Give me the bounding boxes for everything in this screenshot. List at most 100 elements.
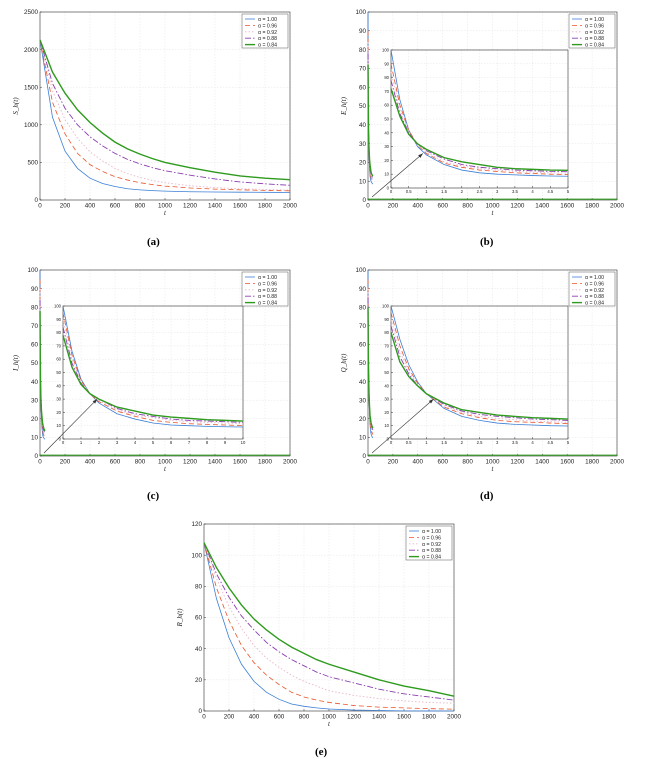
chart-d-inset-y-tick-label: 60 [384, 357, 389, 362]
chart-a-x-tick-label: 600 [110, 202, 121, 209]
chart-e-y-axis-label: R_h(t) [176, 608, 184, 628]
chart-d-y-tick-label: 50 [359, 360, 367, 367]
chart-b-y-tick-label: 10 [359, 178, 367, 185]
chart-c-legend-label-4: α = 0.88 [258, 294, 277, 300]
chart-c-x-axis-label: t [164, 465, 167, 473]
chart-d-inset-series-line-1 [390, 305, 569, 427]
chart-e-y-tick-label: 80 [195, 584, 203, 591]
chart-e-series-line-3 [203, 542, 455, 704]
chart-a-x-tick-label: 1000 [158, 202, 173, 209]
chart-e-legend-label-3: α = 0.92 [422, 542, 441, 548]
chart-d-inset-x-tick-label: 0 [390, 440, 393, 445]
chart-d-y-tick-label: 0 [362, 453, 366, 460]
chart-e-y-tick-label: 20 [195, 677, 203, 684]
chart-c-inset-x-tick-label: 8 [206, 440, 209, 445]
chart-c-y-tick-label: 40 [31, 379, 39, 386]
chart-c-inset-y-tick-label: 10 [56, 423, 61, 428]
chart-b-inset-y-tick-label: 70 [384, 89, 389, 94]
chart-b-legend-label-3: α = 0.92 [585, 30, 604, 36]
chart-e-x-tick-label: 1000 [322, 713, 337, 720]
chart-b-legend-box [568, 13, 616, 49]
chart-a-y-axis-label: S_h(t) [12, 97, 20, 115]
chart-e-y-tick-label: 60 [195, 615, 203, 622]
chart-d-inset-y-tick-label: 80 [384, 330, 389, 335]
chart-e-series-line-2 [203, 542, 455, 710]
chart-d-inset-x-tick-label: 1.5 [441, 440, 447, 445]
chart-d-x-tick-label: 2000 [610, 458, 625, 465]
chart-d-x-tick-label: 800 [462, 458, 473, 465]
chart-a-x-tick-label: 1800 [258, 202, 273, 209]
panel-label-a: (a) [147, 236, 160, 248]
chart-a-x-tick-label: 800 [135, 202, 146, 209]
chart-c-x-tick-label: 1000 [158, 458, 173, 465]
chart-d-y-axis-label: Q_h(t) [340, 353, 348, 372]
chart-b-inset-series-line-5 [390, 88, 569, 172]
chart-e: 0 200 400 600 800 1000 1200 1400 1600 1800 2000 0 20… [176, 521, 461, 728]
chart-a-legend-label-1: α = 1.00 [258, 17, 277, 23]
chart-c-x-tick-label: 1600 [233, 458, 248, 465]
chart-b-inset-x-tick-label: 1 [425, 189, 428, 194]
chart-e-legend-label-4: α = 0.88 [422, 548, 441, 554]
chart-a-legend-label-2: α = 0.96 [258, 23, 277, 29]
chart-d-y-tick-label: 100 [355, 267, 366, 274]
chart-c-inset-y-tick-label: 50 [56, 370, 61, 375]
chart-b: 0 200 400 600 800 1000 1200 1400 1600 1800 2000010… [340, 9, 624, 217]
chart-b-y-tick-label: 30 [359, 141, 367, 148]
chart-d: 0 200 400 600 800 1000 1200 1400 1600 1800 2000010… [340, 267, 624, 473]
chart-a-y-tick-label: 1000 [24, 122, 39, 129]
chart-c-legend-label-2: α = 0.96 [258, 281, 277, 287]
chart-c-inset-x-tick-label: 1 [80, 440, 83, 445]
chart-c-x-tick-label: 0 [38, 458, 42, 465]
chart-b-inset-series-line-4 [390, 80, 569, 173]
chart-e-x-tick-label: 400 [249, 713, 260, 720]
chart-c-inset-x-tick-label: 2 [98, 440, 101, 445]
chart-d-legend-label-3: α = 0.92 [585, 288, 604, 294]
chart-d-inset-x-tick-label: 1 [425, 440, 428, 445]
chart-c-legend-label-5: α = 0.84 [258, 301, 277, 307]
chart-a-series-line-1 [39, 39, 291, 193]
chart-e-series-line-5 [203, 542, 455, 697]
chart-a-y-tick-label: 2500 [24, 9, 39, 16]
chart-d-y-tick-label: 70 [359, 323, 367, 330]
panel-label-e: (e) [315, 746, 328, 758]
chart-d-x-tick-label: 1400 [535, 458, 550, 465]
chart-e-x-tick-label: 1800 [422, 713, 437, 720]
chart-e-legend-label-1: α = 1.00 [422, 529, 441, 535]
chart-c-y-tick-label: 90 [31, 286, 39, 293]
chart-d-y-tick-label: 90 [359, 286, 367, 293]
chart-b-inset-y-tick-label: 50 [384, 116, 389, 121]
chart-e-x-tick-label: 2000 [447, 713, 462, 720]
chart-d-x-tick-label: 400 [413, 458, 424, 465]
chart-c-arrow-line [43, 398, 98, 454]
chart-c-x-tick-label: 200 [60, 458, 71, 465]
chart-d-inset-y-tick-label: 70 [384, 343, 389, 348]
chart-d-inset: 00.511.522.533.544.550102030405060708090… [371, 303, 570, 454]
chart-a-y-tick-label: 2000 [24, 47, 39, 54]
chart-b-inset-x-tick-label: 3 [496, 189, 499, 194]
chart-d-y-tick-label: 20 [359, 416, 367, 423]
chart-b-y-tick-label: 20 [359, 160, 367, 167]
chart-c-arrow-head [92, 399, 98, 404]
chart-d-inset-x-tick-label: 3.5 [512, 440, 518, 445]
chart-b-y-axis-label: E_h(t) [340, 96, 348, 116]
chart-c-inset-x-tick-label: 10 [241, 440, 246, 445]
chart-e-y-tick-label: 0 [198, 708, 202, 715]
chart-c-inset-x-tick-label: 0 [62, 440, 65, 445]
chart-b-inset-x-tick-label: 2.5 [477, 189, 483, 194]
chart-c: 0 200 400 600 800 1000 1200 1400 1600 1800 2000010… [12, 267, 297, 473]
chart-b-arrow-head [418, 153, 423, 158]
chart-c-inset-y-tick-label: 80 [56, 330, 61, 335]
chart-d-legend-label-2: α = 0.96 [585, 281, 604, 287]
chart-d-main-series-line-5 [367, 307, 374, 429]
chart-a-x-tick-label: 0 [38, 202, 42, 209]
chart-c-inset-x-tick-label: 5 [152, 440, 155, 445]
chart-a-series-line-5 [39, 39, 291, 181]
chart-b-main-series-line-5 [367, 64, 374, 177]
chart-b-arrow-line [371, 153, 424, 198]
chart-b-inset-x-tick-label: 5 [567, 189, 570, 194]
chart-b-inset-x-tick-label: 3.5 [512, 189, 518, 194]
chart-c-x-tick-label: 1200 [183, 458, 198, 465]
chart-a-x-tick-label: 2000 [283, 202, 298, 209]
chart-b-x-tick-label: 400 [413, 202, 424, 209]
